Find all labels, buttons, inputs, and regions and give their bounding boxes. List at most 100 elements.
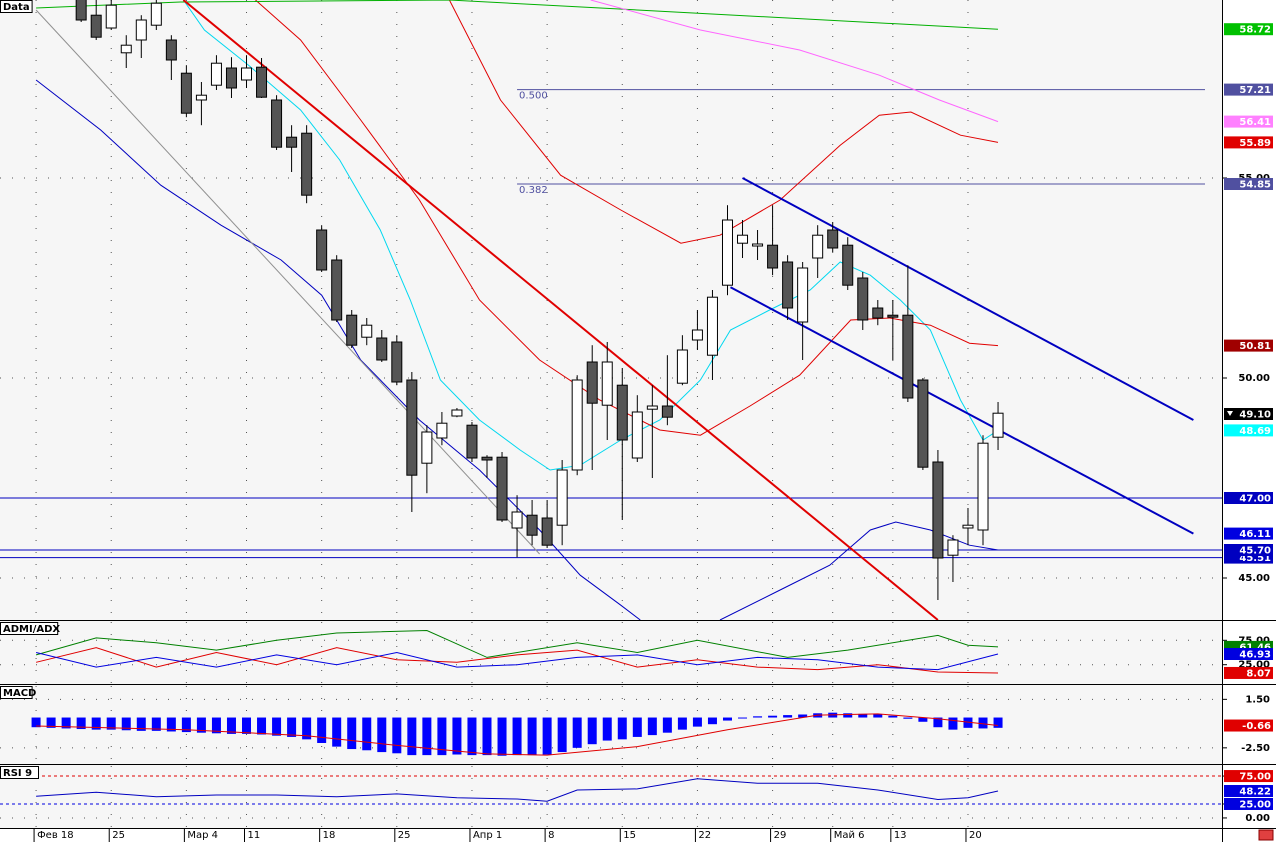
y-tick-label: 0.00 [1245,813,1270,824]
panel [0,686,1222,763]
candle-body [797,267,809,323]
price-tag-label: 46.11 [1239,529,1271,540]
price-tag [1224,136,1273,149]
indicator-line [36,0,999,30]
macd-bar [527,717,537,756]
price-tag-label: 47.00 [1239,494,1271,505]
macd-bar [482,717,492,756]
price-tag [1224,770,1273,783]
x-tick-label: 18 [323,830,336,841]
candle-body [767,244,779,269]
macd-bar [226,717,236,734]
candle-body [256,66,268,98]
candle-body [631,411,643,459]
x-tick-label: Май 6 [834,830,865,841]
price-tag-label: 50.81 [1239,341,1271,352]
macd-bar [407,717,417,756]
candle-body [842,244,854,286]
y-tick-label: -2.50 [1241,743,1270,754]
macd-bar [873,714,883,718]
x-tick-label: 29 [774,830,787,841]
macd-bar [257,717,267,735]
candle-body [286,136,298,148]
macd-bar [632,717,642,737]
macd-bar [918,717,928,722]
candle-body [676,349,688,384]
series-line [35,651,999,671]
candle-body [586,361,598,404]
indicator-line [448,0,999,244]
candle-body [105,4,117,29]
candle-body [346,314,358,346]
macd-bar [151,717,161,731]
x-tick-label: Фев 18 [37,830,74,841]
price-tag [1224,178,1273,190]
price-tag-label: 55.89 [1239,138,1271,149]
price-tag [1224,719,1273,732]
macd-bar [963,717,973,728]
candle-body [376,337,388,361]
price-tag-label: 57.21 [1239,85,1271,96]
macd-bar [798,714,808,718]
candle-body [887,314,899,318]
macd-bar [677,717,687,730]
panel-title-box [0,766,39,779]
x-tick-label: 11 [248,830,261,841]
price-tag [1224,492,1273,504]
y-tick-label: 25.00 [1238,660,1270,671]
price-tag [1224,424,1273,437]
panel-title: ADMI/ADX [3,624,60,635]
x-tick-label: Мар 4 [187,830,218,841]
x-tick-label: 25 [112,830,125,841]
candle-body [316,229,328,271]
macd-bar [136,717,146,731]
macd-bar [437,717,447,756]
macd-bar [91,717,101,730]
candle-body [210,62,222,86]
candle-body [661,405,673,418]
price-tag-label: 25.00 [1239,799,1271,810]
price-tag [1224,408,1273,420]
macd-bar [76,717,86,730]
price-tag [1224,339,1273,352]
macd-bar [302,717,312,740]
price-tag-label: 45.51 [1239,553,1271,564]
trend-line [35,9,540,555]
candle-body [932,461,944,559]
candle-body [331,259,343,321]
x-tick-label: 20 [969,830,982,841]
macd-bar [196,717,206,733]
candle-body [872,307,884,319]
candle-body [616,384,628,441]
candle-body [857,277,869,321]
candle-body [361,324,373,338]
candle-body [526,514,538,536]
candle-body [721,219,733,286]
x-tick-label: 15 [623,830,636,841]
candle-body [917,379,929,468]
candle-body [135,19,147,41]
fib-label: 0.500 [519,91,548,102]
macd-bar [272,717,282,736]
panel [0,622,1222,683]
trend-line [730,286,1194,535]
macd-bar [557,717,567,753]
signal-line [36,713,999,756]
candle-body [827,229,839,249]
macd-bar [242,717,252,734]
candle-body [301,132,313,196]
macd-bar [753,716,763,718]
macd-bar [888,715,898,718]
plot-background [0,0,1222,828]
macd-bar [287,717,297,737]
candle-body [150,2,162,26]
macd-bar [617,717,627,740]
macd-bar [31,717,41,728]
corner-button[interactable] [1258,829,1274,841]
macd-bar [542,717,552,755]
macd-bar [61,717,71,729]
panel-title: MACD [3,688,36,699]
candle-body [90,14,102,38]
panel-title: RSI 9 [3,768,32,779]
macd-bar [722,717,732,721]
